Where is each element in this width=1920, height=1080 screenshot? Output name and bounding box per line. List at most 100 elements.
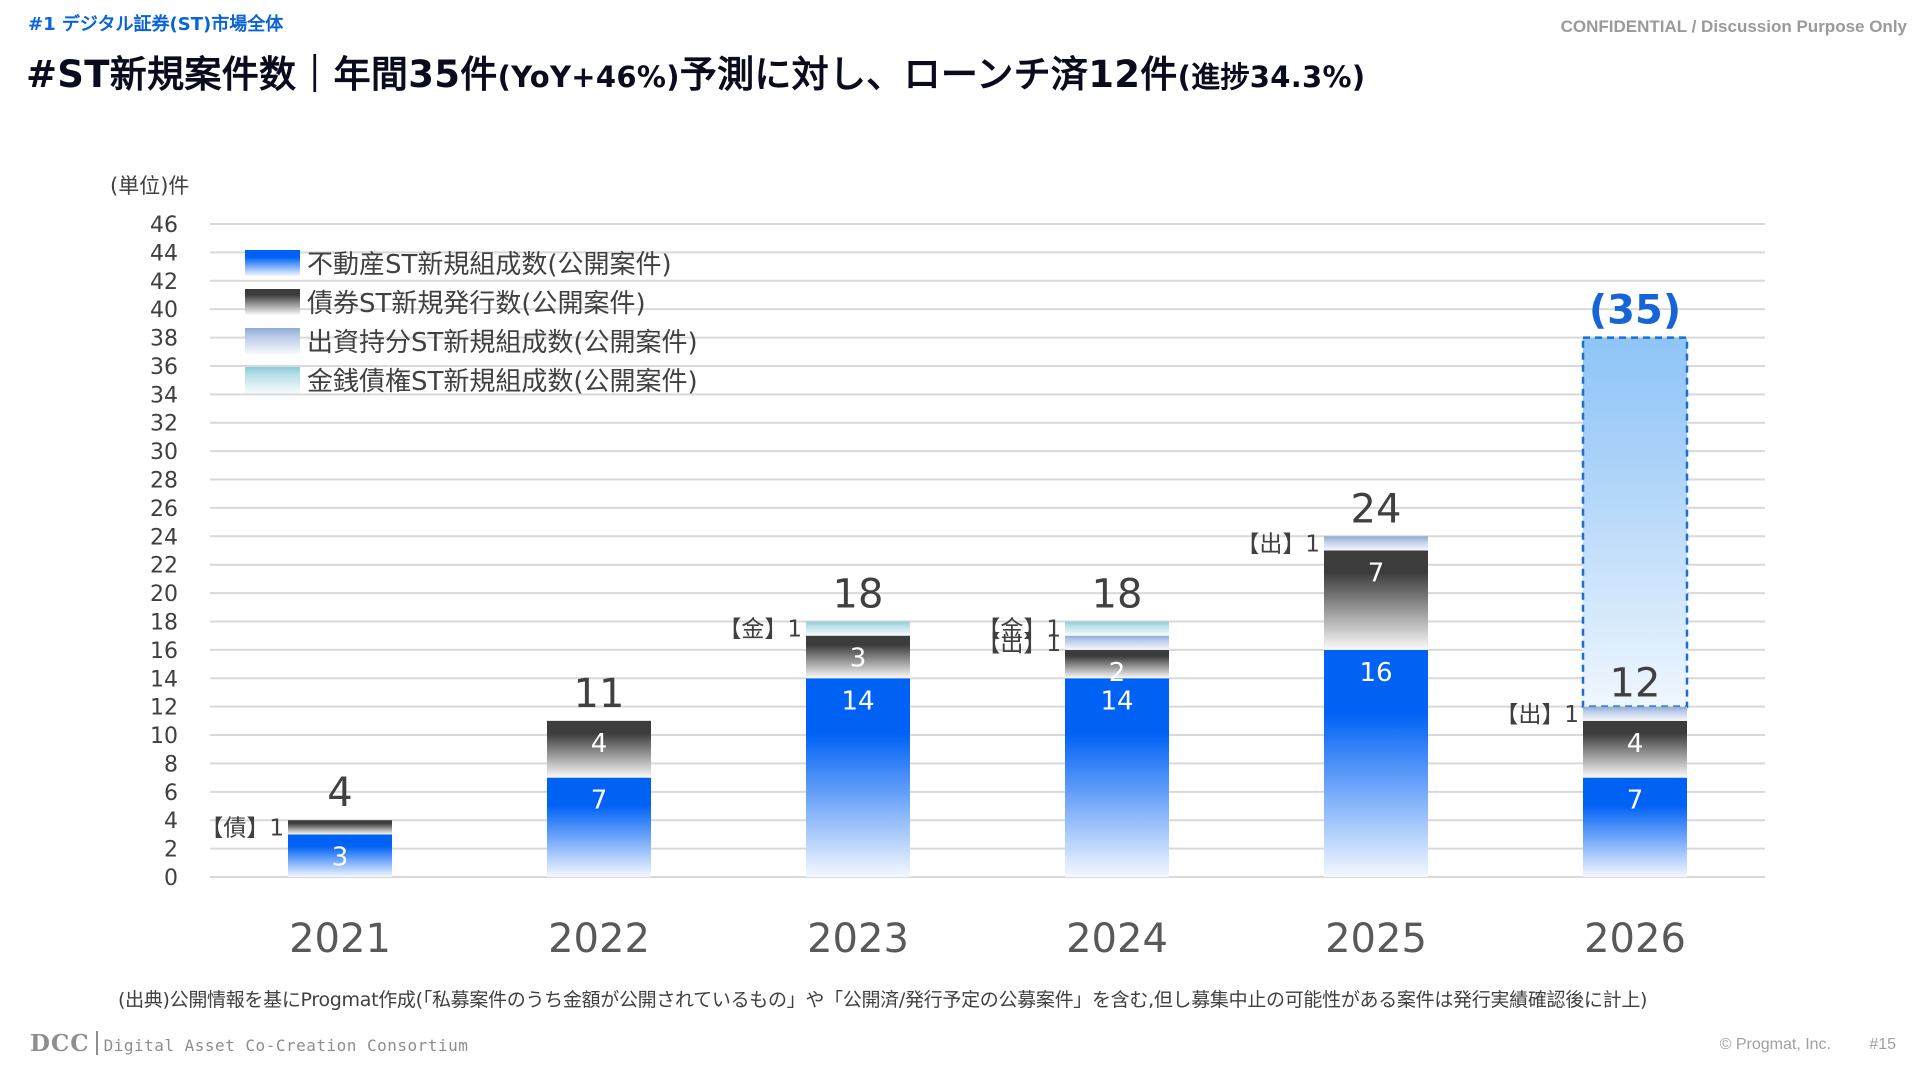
segment-value-label: 7 — [1627, 786, 1644, 816]
source-note: (出典)公開情報を基にProgmat作成(「私募案件のうち金額が公開されているも… — [118, 989, 1648, 1011]
y-tick-label: 4 — [164, 809, 178, 834]
legend-swatch-bond — [245, 289, 300, 315]
legend-swatch-monetary — [245, 367, 300, 393]
segment-side-label: 【出】1 — [1495, 702, 1579, 728]
bar-segment-real_estate — [1583, 777, 1687, 877]
y-tick-label: 22 — [150, 554, 178, 579]
y-tick-label: 42 — [150, 270, 178, 295]
legend-swatch-equity — [245, 328, 300, 354]
bar-segment-equity — [1324, 536, 1428, 551]
x-tick-label: 2022 — [548, 916, 650, 962]
x-tick-label: 2026 — [1584, 916, 1686, 962]
segment-side-label: 【金】1 — [718, 617, 802, 643]
copyright: © Progmat, Inc. — [1719, 1036, 1831, 1053]
y-tick-label: 28 — [150, 469, 178, 494]
legend: 不動産ST新規組成数(公開案件) 債券ST新規発行数(公開案件) 出資持分ST新規組… — [245, 250, 698, 397]
segment-value-label: 7 — [591, 786, 608, 816]
legend-label: 出資持分ST新規組成数(公開案件) — [307, 328, 698, 358]
segment-value-label: 14 — [841, 686, 874, 716]
y-axis-unit-label: (単位)件 — [110, 174, 190, 198]
section-label: #1 デジタル証券(ST)市場全体 — [28, 14, 284, 35]
segment-value-label: 3 — [332, 842, 349, 872]
bars — [288, 336, 1689, 877]
stacked-bar-chart: 0246810121416182022242628303234363840424… — [150, 213, 1765, 962]
bar-segment-monetary — [1065, 621, 1169, 636]
bar-segment-bond — [1324, 550, 1428, 650]
dcc-logo: DCC Digital Asset Co-Creation Consortium — [30, 1030, 468, 1057]
segment-value-label: 4 — [591, 729, 608, 759]
legend-swatch-real_estate — [245, 250, 300, 276]
dcc-logo-org: Digital Asset Co-Creation Consortium — [103, 1036, 469, 1055]
segment-value-label: 4 — [1627, 729, 1644, 759]
bar-segment-bond — [288, 820, 392, 835]
legend-label: 不動産ST新規組成数(公開案件) — [307, 250, 672, 280]
page-number: #15 — [1869, 1036, 1896, 1053]
bar-segment-real_estate — [806, 678, 910, 877]
confidential-notice: CONFIDENTIAL / Discussion Purpose Only — [1560, 17, 1907, 36]
x-axis-ticks: 2021 2022 2023 2024 2025 2026 — [289, 916, 1686, 962]
segment-value-label: 3 — [850, 644, 867, 674]
y-tick-label: 40 — [150, 298, 178, 323]
y-tick-label: 6 — [164, 781, 178, 806]
y-tick-label: 8 — [164, 752, 178, 777]
forecast-bar — [1581, 336, 1689, 708]
logo-separator — [95, 1031, 98, 1055]
y-tick-label: 30 — [150, 440, 178, 465]
bar-segment-real_estate — [547, 777, 651, 877]
dcc-logo-abbr: DCC — [30, 1030, 90, 1057]
y-tick-label: 36 — [150, 355, 178, 380]
segment-value-label: 14 — [1100, 686, 1133, 716]
grid-lines — [210, 223, 1765, 878]
segment-value-label: 7 — [1368, 559, 1385, 589]
bar-segment-bond — [1065, 649, 1169, 679]
bar-total-label: 12 — [1610, 661, 1661, 707]
segment-side-label: 【出】1 — [977, 631, 1061, 657]
bar-segment-real_estate — [1324, 649, 1428, 877]
bar-segment-real_estate — [288, 834, 392, 877]
y-tick-label: 18 — [150, 610, 178, 635]
title-part-2: 予測に対し、ローンチ済12件 — [679, 53, 1178, 96]
y-tick-label: 16 — [150, 639, 178, 664]
segment-side-label: 【金】1 — [977, 617, 1061, 643]
x-tick-label: 2023 — [807, 916, 909, 962]
y-tick-label: 14 — [150, 667, 178, 692]
bar-segment-monetary — [806, 621, 910, 636]
bar-segment-bond — [547, 720, 651, 778]
bar-total-label: 18 — [833, 571, 884, 617]
y-tick-label: 10 — [150, 724, 178, 749]
x-tick-label: 2025 — [1325, 916, 1427, 962]
y-axis-ticks: 0246810121416182022242628303234363840424… — [150, 213, 178, 891]
bar-total-label: 11 — [574, 671, 625, 717]
segment-value-label: 16 — [1359, 658, 1392, 688]
segment-value-label: 2 — [1109, 658, 1126, 688]
bar-segment-bond — [1583, 720, 1687, 778]
y-tick-label: 0 — [164, 866, 178, 891]
y-tick-label: 32 — [150, 412, 178, 437]
title-part-1: #ST新規案件数｜年間35件 — [26, 53, 498, 96]
segment-side-label: 【出】1 — [1236, 531, 1320, 557]
title-yoy: (YoY+46%) — [497, 60, 680, 94]
y-tick-label: 26 — [150, 497, 178, 522]
y-tick-label: 12 — [150, 696, 178, 721]
y-tick-label: 2 — [164, 838, 178, 863]
y-tick-label: 44 — [150, 241, 178, 266]
x-tick-label: 2021 — [289, 916, 391, 962]
y-tick-label: 34 — [150, 383, 178, 408]
bar-segment-bond — [806, 635, 910, 679]
title-progress: (進捗34.3%) — [1177, 60, 1366, 94]
bar-segment-equity — [1583, 706, 1687, 721]
y-tick-label: 38 — [150, 327, 178, 352]
page-title: #ST新規案件数｜年間35件(YoY+46%)予測に対し、ローンチ済12件(進捗… — [26, 44, 1365, 98]
bar-total-label: 4 — [327, 770, 352, 816]
x-tick-label: 2024 — [1066, 916, 1168, 962]
bar-segment-equity — [1065, 635, 1169, 650]
legend-label: 金銭債権ST新規組成数(公開案件) — [307, 367, 698, 397]
y-tick-label: 24 — [150, 525, 178, 550]
bar-total-label: 24 — [1351, 486, 1402, 532]
y-tick-label: 46 — [150, 213, 178, 238]
y-tick-label: 20 — [150, 582, 178, 607]
forecast-label: (35) — [1589, 288, 1681, 334]
segment-side-label: 【債】1 — [200, 815, 284, 841]
bar-total-label: 18 — [1092, 571, 1143, 617]
